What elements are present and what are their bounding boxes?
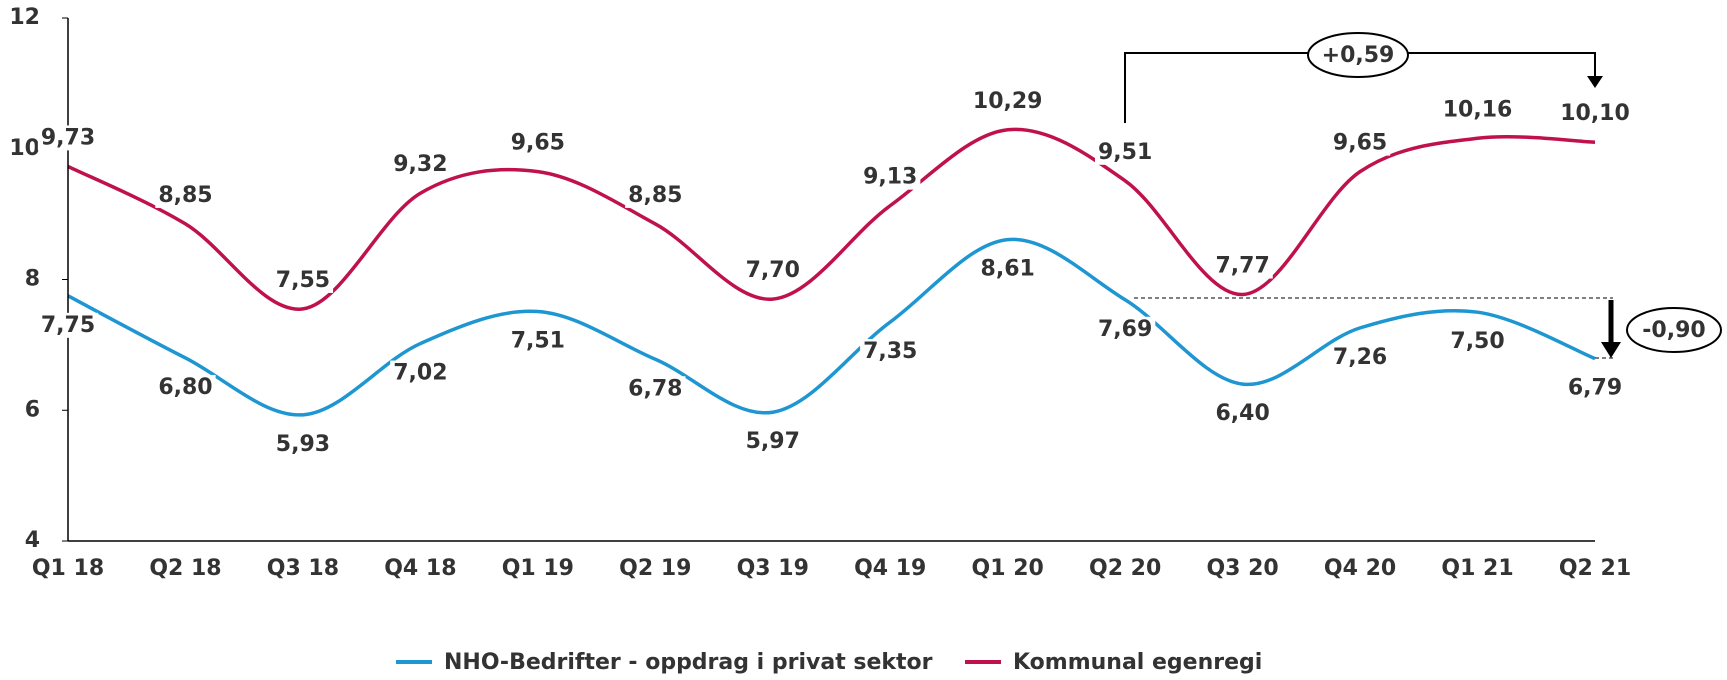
y-tick-label: 12 xyxy=(9,5,40,30)
annotation-bracket xyxy=(1124,32,1722,359)
data-label: 7,77 xyxy=(1215,254,1269,279)
data-label: 8,85 xyxy=(628,183,682,208)
data-label: 7,02 xyxy=(393,361,447,386)
label-background xyxy=(155,374,216,400)
data-label: 9,65 xyxy=(1333,131,1387,156)
y-tick-label: 4 xyxy=(25,528,40,553)
data-label: 9,73 xyxy=(41,125,95,150)
data-label: 7,35 xyxy=(863,339,917,364)
label-background xyxy=(390,360,451,386)
x-tick-label: Q4 18 xyxy=(384,556,456,581)
label-background xyxy=(37,312,99,338)
label-background xyxy=(860,164,921,190)
legend-label: Kommunal egenregi xyxy=(1013,650,1262,675)
data-label: 8,85 xyxy=(158,183,212,208)
label-background xyxy=(1564,375,1626,401)
y-tick-label: 6 xyxy=(25,397,40,422)
annotation-oval xyxy=(1626,307,1722,353)
data-label: 5,93 xyxy=(276,432,330,457)
x-tick-label: Q2 18 xyxy=(149,556,221,581)
data-label: 9,51 xyxy=(1098,140,1152,165)
data-label: 6,78 xyxy=(628,376,682,401)
label-background xyxy=(155,182,216,208)
x-tick-label: Q1 19 xyxy=(502,556,574,581)
series-line xyxy=(67,127,1596,311)
x-tick-label: Q3 18 xyxy=(267,556,339,581)
x-tick-label: Q3 19 xyxy=(737,556,809,581)
x-tick-label: Q1 20 xyxy=(972,556,1044,581)
y-tick-label: 10 xyxy=(9,136,40,161)
data-label: 7,55 xyxy=(276,268,330,293)
data-label: 7,26 xyxy=(1333,345,1387,370)
arrow-head xyxy=(1601,342,1621,358)
data-label: 7,70 xyxy=(746,258,800,283)
label-background xyxy=(977,256,1038,282)
x-tick-label: Q1 21 xyxy=(1441,556,1513,581)
label-background xyxy=(1095,316,1156,342)
label-background xyxy=(969,88,1046,114)
label-background xyxy=(1212,401,1273,427)
x-tick-label: Q2 19 xyxy=(619,556,691,581)
x-tick-label: Q2 20 xyxy=(1089,556,1161,581)
x-tick-label: Q4 19 xyxy=(854,556,926,581)
label-background xyxy=(390,152,451,178)
label-background xyxy=(1329,130,1391,156)
data-label: 6,79 xyxy=(1568,376,1622,401)
label-background xyxy=(272,431,334,457)
label-background xyxy=(1329,344,1391,370)
x-tick-label: Q2 21 xyxy=(1559,556,1631,581)
label-background xyxy=(742,429,803,455)
label-background xyxy=(742,258,803,284)
x-tick-label: Q3 20 xyxy=(1206,556,1278,581)
label-background xyxy=(507,130,568,156)
data-label: 9,13 xyxy=(863,165,917,190)
data-label: 5,97 xyxy=(746,429,800,454)
label-background xyxy=(625,376,686,402)
label-background xyxy=(1447,329,1508,355)
data-label: 10,10 xyxy=(1560,101,1630,126)
y-tick-label: 8 xyxy=(25,267,40,292)
annotation: -0,90 xyxy=(1642,318,1705,343)
annotation-oval xyxy=(1307,32,1409,78)
data-label: 10,29 xyxy=(973,89,1043,114)
legend-label: NHO-Bedrifter - oppdrag i privat sektor xyxy=(444,650,933,675)
x-tick-label: Q1 18 xyxy=(32,556,104,581)
label-background xyxy=(1439,97,1516,123)
data-label: 9,65 xyxy=(511,131,565,156)
data-label: 7,69 xyxy=(1098,317,1152,342)
label-background xyxy=(625,182,686,208)
label-background xyxy=(1095,139,1156,165)
data-label: 9,32 xyxy=(393,152,447,177)
label-background xyxy=(507,328,568,354)
annotation: +0,59 xyxy=(1322,43,1395,68)
data-label: 7,51 xyxy=(511,329,565,354)
label-background xyxy=(272,267,334,293)
data-label: 6,40 xyxy=(1215,401,1269,426)
series-line xyxy=(67,237,1596,417)
arrow-head xyxy=(1587,76,1603,88)
label-background xyxy=(37,125,99,151)
data-label: 6,80 xyxy=(158,375,212,400)
data-label: 8,61 xyxy=(981,257,1035,282)
data-label: 10,16 xyxy=(1443,97,1513,122)
x-tick-label: Q4 20 xyxy=(1324,556,1396,581)
label-background xyxy=(1212,253,1273,279)
label-background xyxy=(860,338,921,364)
label-background xyxy=(1557,101,1633,127)
data-label: 7,50 xyxy=(1450,329,1504,354)
data-label: 7,75 xyxy=(41,313,95,338)
